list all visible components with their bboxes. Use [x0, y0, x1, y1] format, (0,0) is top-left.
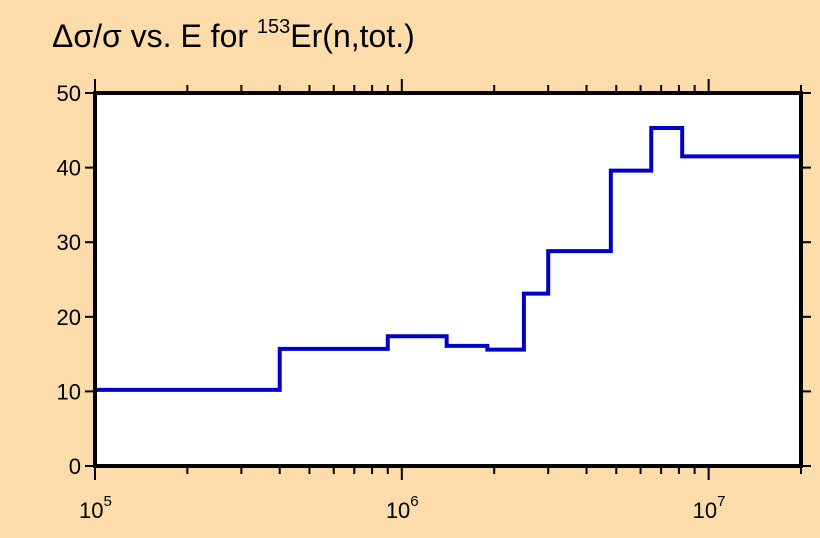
y-tick-label: 0: [69, 454, 81, 479]
plot-frame: [93, 91, 803, 468]
title-middle: vs. E for: [121, 18, 257, 54]
plot-area: [95, 93, 801, 466]
x-tick-label: 107: [693, 493, 726, 523]
y-tick-label: 30: [57, 230, 81, 255]
chart-title: Δσ/σ vs. E for 153Er(n,tot.): [52, 16, 415, 55]
x-tick-label: 106: [386, 493, 419, 523]
series-step-line: [93, 126, 803, 466]
y-tick-label: 20: [57, 305, 81, 330]
y-tick-label: 50: [57, 81, 81, 106]
axis-labels: 0 10 20 30 40 50 105 106 107: [57, 81, 726, 523]
x-tick-label: 105: [79, 493, 112, 523]
y-tick-label: 10: [57, 379, 81, 404]
title-rest: Er(n,tot.): [290, 18, 415, 54]
y-tick-label: 40: [57, 156, 81, 181]
title-isotope-mass: 153: [256, 16, 291, 38]
title-delta: Δσ/σ: [52, 18, 122, 54]
